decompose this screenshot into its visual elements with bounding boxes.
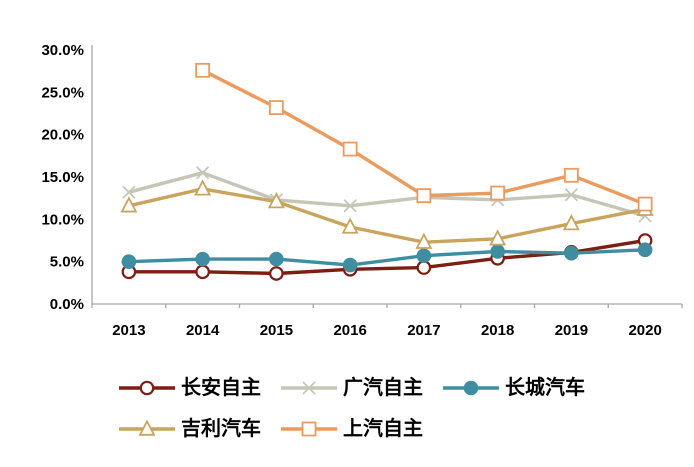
legend-item-广汽自主: 广汽自主	[280, 374, 442, 402]
legend-label: 吉利汽车	[181, 418, 261, 440]
x-tick-label: 2020	[628, 322, 661, 339]
y-tick-label: 10.0%	[41, 211, 84, 228]
legend-label: 上汽自主	[343, 418, 423, 440]
x-tick-label: 2014	[186, 322, 220, 339]
legend-item-长城汽车: 长城汽车	[442, 374, 604, 402]
legend-marker-open-square-icon	[281, 421, 337, 437]
series-line	[128, 187, 646, 244]
series-上汽自主	[195, 62, 653, 212]
legend-row: 长安自主 广汽自主 长城汽车	[118, 374, 678, 402]
legend-item-长安自主: 长安自主	[118, 374, 280, 402]
legend-marker-open-triangle-icon	[119, 419, 175, 436]
x-tick-label: 2013	[112, 322, 145, 339]
y-tick-label: 20.0%	[41, 127, 84, 144]
y-tick-label: 15.0%	[41, 169, 84, 186]
legend-label: 广汽自主	[343, 377, 423, 399]
y-tick-label: 5.0%	[50, 254, 84, 271]
chart-legend: 长安自主 广汽自主 长城汽车吉利汽车 上汽自主	[118, 374, 678, 443]
y-tick-label: 30.0%	[41, 42, 84, 59]
x-tick-label: 2015	[260, 322, 293, 339]
legend-item-吉利汽车: 吉利汽车	[118, 415, 280, 443]
y-tick-label: 0.0%	[50, 296, 84, 313]
x-tick-label: 2018	[481, 322, 514, 339]
legend-marker-filled-circle-icon	[443, 380, 499, 396]
series-line	[201, 68, 646, 206]
legend-marker-open-circle-icon	[119, 380, 175, 396]
series-吉利汽车	[120, 179, 654, 249]
x-tick-label: 2017	[407, 322, 440, 339]
x-tick-label: 2016	[333, 322, 366, 339]
legend-marker-x-icon	[281, 381, 337, 395]
legend-label: 长安自主	[181, 377, 261, 399]
plot-area: 0.0% 5.0% 10.0% 15.0% 20.0% 25.0% 30.0% 2013 201…	[41, 42, 683, 339]
series-line	[128, 171, 646, 218]
y-tick-label: 25.0%	[41, 84, 84, 101]
series-长城汽车	[121, 242, 653, 273]
legend-item-上汽自主: 上汽自主	[280, 415, 442, 443]
legend-row: 吉利汽车 上汽自主	[118, 415, 678, 443]
x-tick-label: 2019	[555, 322, 588, 339]
series-line	[128, 248, 646, 267]
legend-label: 长城汽车	[505, 377, 585, 399]
